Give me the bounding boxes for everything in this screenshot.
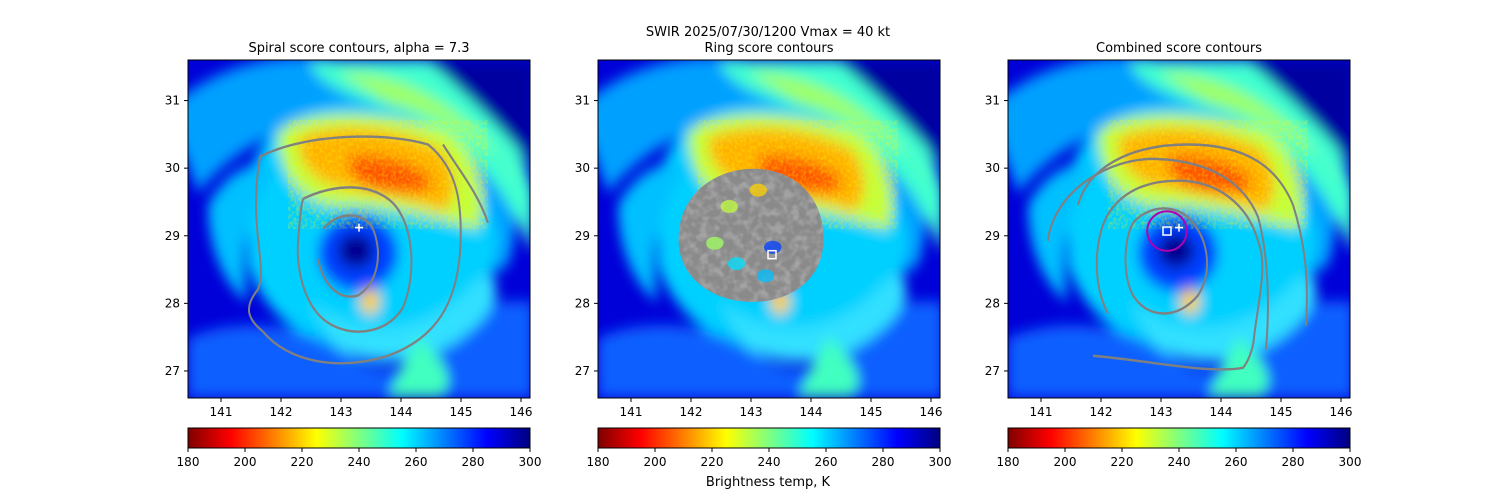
axes-frame <box>1007 59 1351 399</box>
satellite-image <box>168 57 533 398</box>
y-tick-label: 27 <box>575 364 590 378</box>
x-tick-label: 145 <box>860 405 883 419</box>
y-tick-label: 28 <box>165 296 180 310</box>
square-center-marker <box>1162 226 1172 236</box>
contour-line <box>1077 143 1308 326</box>
plus-center-marker <box>1175 223 1183 232</box>
y-tick-label: 31 <box>985 94 1000 108</box>
x-tick-label: 142 <box>680 405 703 419</box>
plus-center-marker <box>355 223 363 232</box>
x-tick-label: 146 <box>510 405 533 419</box>
y-tick-label: 29 <box>165 229 180 243</box>
x-tick-label: 144 <box>800 405 823 419</box>
colorbar: 180 200 220 240 260 280 300 <box>997 427 1362 469</box>
y-tick-label: 31 <box>575 94 590 108</box>
colorbar-tick-label: 300 <box>1339 455 1362 469</box>
colorbar-tick-label: 300 <box>519 455 542 469</box>
contour-line <box>317 214 379 298</box>
colorbar: 180 200 220 240 260 280 300 <box>177 427 542 469</box>
x-tick-label: 146 <box>1330 405 1353 419</box>
y-tick-label: 27 <box>165 364 180 378</box>
colorbar-tick-label: 240 <box>1168 455 1191 469</box>
colorbar-tick-label: 280 <box>1282 455 1305 469</box>
y-tick-label: 29 <box>575 229 590 243</box>
colorbar-tick-label: 200 <box>234 455 257 469</box>
y-tick-label: 30 <box>985 161 1000 175</box>
panel-3: Combined score contours 141 142 143 144 145 14… <box>985 41 1362 469</box>
contour-line <box>1124 207 1209 315</box>
x-tick-label: 143 <box>1150 405 1173 419</box>
colorbar-tick-label: 280 <box>872 455 895 469</box>
contour-group <box>248 135 489 365</box>
colorbar-tick-label: 300 <box>929 455 952 469</box>
colorbar-tick-label: 200 <box>644 455 667 469</box>
panel-1: Spiral score contours, alpha = 7.3 141 142… <box>165 41 542 469</box>
colorbar-gradient-bar <box>1007 427 1351 449</box>
y-tick-label: 28 <box>985 296 1000 310</box>
figure-suptitle: SWIR 2025/07/30/1200 Vmax = 40 kt <box>646 25 890 40</box>
eye-circle-marker <box>1146 210 1188 252</box>
contour-group <box>1047 143 1308 371</box>
colorbar-gradient-bar <box>187 427 531 449</box>
x-tick-label: 141 <box>1030 405 1053 419</box>
y-tick-label: 31 <box>165 94 180 108</box>
panel-title: Combined score contours <box>1096 41 1262 56</box>
x-tick-label: 146 <box>920 405 943 419</box>
colorbar-tick-label: 220 <box>291 455 314 469</box>
ring-score-region <box>678 168 824 302</box>
colorbar-tick-label: 200 <box>1054 455 1077 469</box>
x-tick-label: 145 <box>450 405 473 419</box>
y-tick-label: 29 <box>985 229 1000 243</box>
x-tick-label: 144 <box>1210 405 1233 419</box>
colorbar-gradient-bar <box>597 427 941 449</box>
colorbar-tick-label: 280 <box>462 455 485 469</box>
x-tick-label: 144 <box>390 405 413 419</box>
x-tick-label: 142 <box>1090 405 1113 419</box>
y-tick-label: 27 <box>985 364 1000 378</box>
colorbar-tick-label: 240 <box>758 455 781 469</box>
colorbar-tick-label: 220 <box>701 455 724 469</box>
y-tick-label: 28 <box>575 296 590 310</box>
colorbar-tick-label: 260 <box>1225 455 1248 469</box>
colorbar-label: Brightness temp, K <box>706 475 831 490</box>
panel-title: Ring score contours <box>704 41 833 56</box>
satellite-image <box>988 57 1353 398</box>
x-tick-label: 143 <box>740 405 763 419</box>
square-center-marker <box>767 249 777 260</box>
contour-line <box>296 186 413 333</box>
colorbar-tick-label: 180 <box>587 455 610 469</box>
y-tick-label: 30 <box>575 161 590 175</box>
contour-line <box>1092 179 1264 371</box>
colorbar-tick-label: 180 <box>997 455 1020 469</box>
colorbar-tick-label: 240 <box>348 455 371 469</box>
axes-frame <box>597 59 941 399</box>
x-tick-label: 141 <box>210 405 233 419</box>
contour-line <box>442 143 489 224</box>
x-tick-label: 141 <box>620 405 643 419</box>
colorbar: 180 200 220 240 260 280 300 <box>587 427 952 469</box>
colorbar-tick-label: 260 <box>815 455 838 469</box>
x-tick-label: 145 <box>1270 405 1293 419</box>
satellite-image <box>578 57 943 398</box>
x-tick-label: 143 <box>330 405 353 419</box>
x-tick-label: 142 <box>270 405 293 419</box>
contour-line <box>248 135 462 365</box>
panel-2: Ring score contours 141 142 143 144 145 146 27 2… <box>575 41 952 469</box>
colorbar-tick-label: 180 <box>177 455 200 469</box>
colorbar-tick-label: 220 <box>1111 455 1134 469</box>
colorbar-tick-label: 260 <box>405 455 428 469</box>
y-tick-label: 30 <box>165 161 180 175</box>
panel-title: Spiral score contours, alpha = 7.3 <box>248 41 469 56</box>
contour-line <box>1047 157 1269 350</box>
axes-frame <box>187 59 531 399</box>
